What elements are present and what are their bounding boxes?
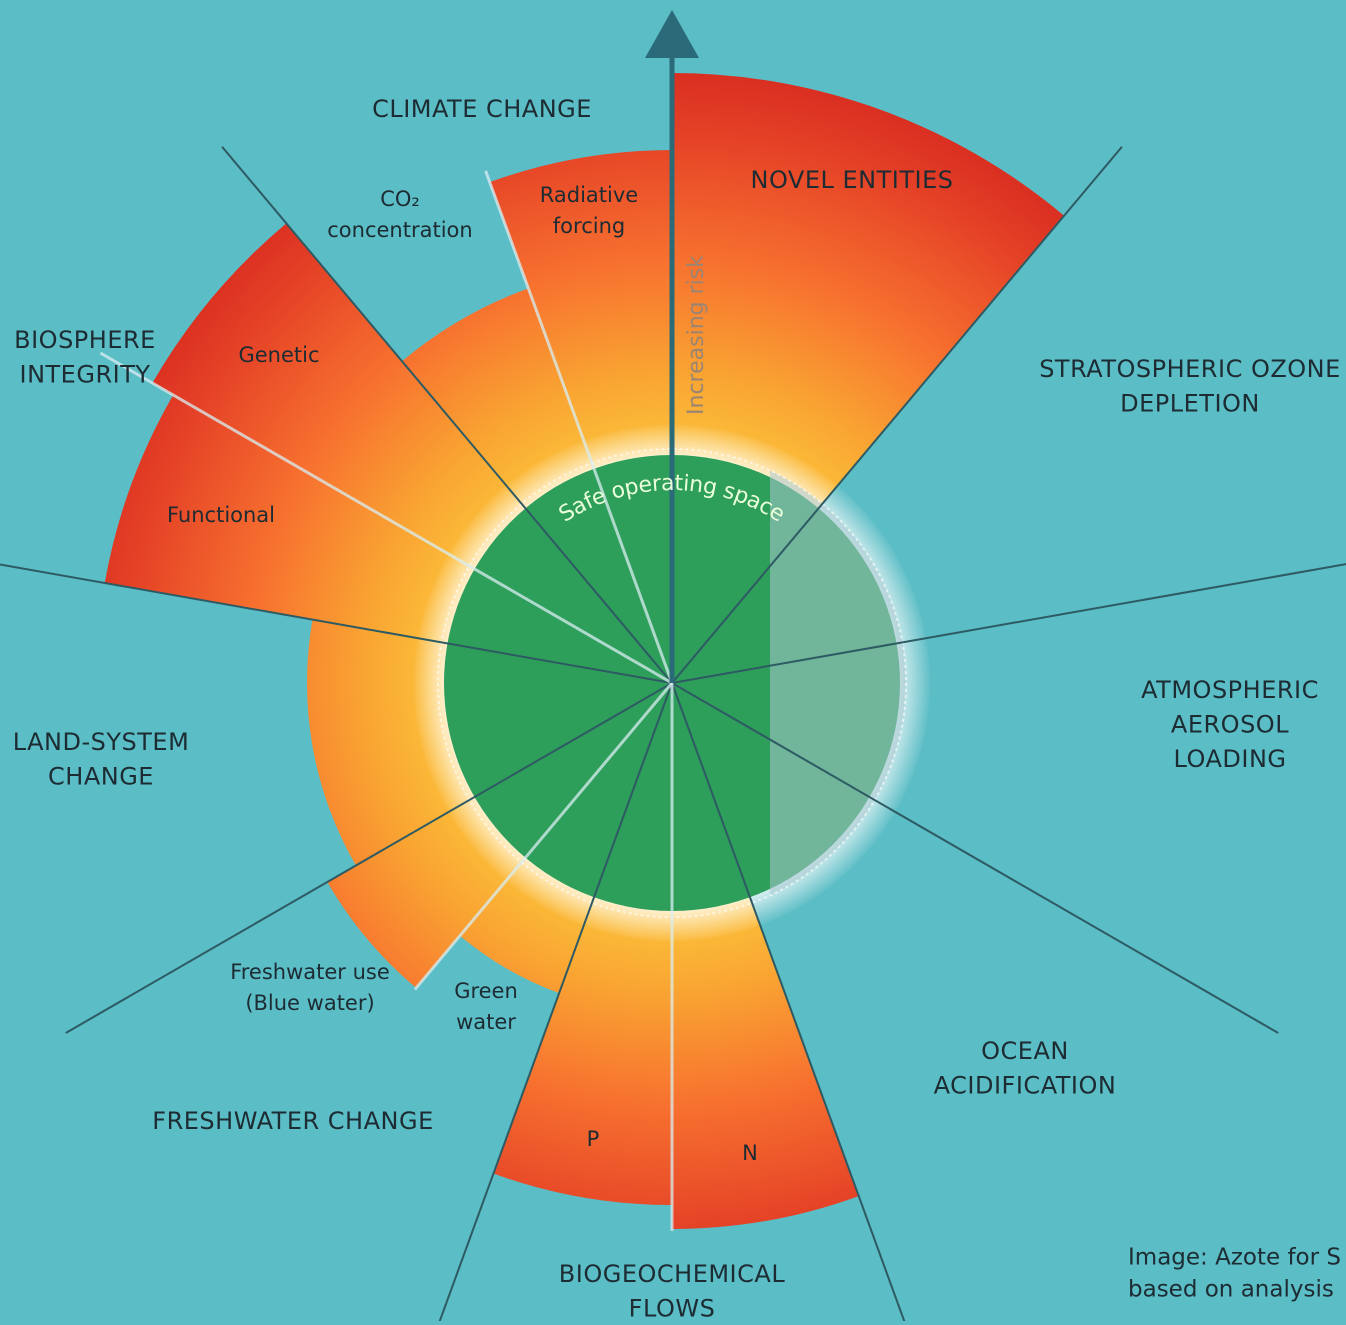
sub-label: (Blue water) bbox=[245, 991, 374, 1015]
sub-label: Radiative bbox=[540, 183, 638, 207]
boundary-label: BIOSPHERE bbox=[14, 326, 156, 354]
sector-divider bbox=[437, 682, 673, 1325]
sub-label: Genetic bbox=[238, 343, 319, 367]
sub-divider bbox=[484, 170, 674, 684]
sector-divider bbox=[0, 563, 673, 684]
sector-divider bbox=[671, 682, 907, 1325]
sub-label: Freshwater use bbox=[230, 960, 390, 984]
credit-line: Image: Azote for S bbox=[1128, 1245, 1341, 1271]
sector-divider bbox=[221, 146, 673, 684]
sub-label: water bbox=[456, 1010, 516, 1034]
labels: CLIMATE CHANGE NOVEL ENTITIES STRATOSPHERI… bbox=[13, 95, 1341, 1323]
boundary-label: CHANGE bbox=[48, 763, 154, 791]
sub-label: concentration bbox=[327, 218, 472, 242]
boundary-label: DEPLETION bbox=[1120, 390, 1260, 418]
sub-label: P bbox=[587, 1127, 600, 1151]
boundary-label: INTEGRITY bbox=[19, 361, 150, 389]
boundary-label: ATMOSPHERIC bbox=[1141, 676, 1319, 704]
sector-divider bbox=[671, 563, 1346, 684]
sub-label: Green bbox=[454, 979, 518, 1003]
sub-label: Functional bbox=[167, 503, 275, 527]
sub-label: N bbox=[742, 1141, 758, 1165]
sector-divider bbox=[671, 682, 1279, 1034]
boundary-label: AEROSOL bbox=[1171, 711, 1289, 739]
dividers bbox=[0, 146, 1346, 1325]
sector-divider bbox=[65, 682, 673, 1034]
boundary-label: FRESHWATER CHANGE bbox=[152, 1107, 433, 1135]
boundary-label: ACIDIFICATION bbox=[934, 1072, 1117, 1100]
boundary-label: FLOWS bbox=[629, 1295, 716, 1322]
sub-divider bbox=[99, 351, 673, 685]
sub-label: forcing bbox=[553, 214, 625, 238]
sub-label: CO₂ bbox=[380, 187, 420, 211]
boundary-label: NOVEL ENTITIES bbox=[751, 166, 954, 194]
sector-divider bbox=[671, 146, 1123, 684]
boundary-label: LAND-SYSTEM bbox=[13, 728, 190, 756]
boundary-label: BIOGEOCHEMICAL bbox=[559, 1260, 786, 1288]
risk-label: Increasing risk bbox=[684, 255, 709, 415]
boundary-label: CLIMATE CHANGE bbox=[372, 95, 592, 123]
arrow-head bbox=[645, 10, 699, 58]
boundary-label: OCEAN bbox=[981, 1037, 1069, 1065]
globe-edge bbox=[770, 470, 906, 896]
boundary-label: STRATOSPHERIC OZONE bbox=[1039, 355, 1341, 383]
boundary-label: LOADING bbox=[1173, 745, 1286, 773]
credit-line: based on analysis bbox=[1128, 1277, 1334, 1303]
sub-divider bbox=[413, 682, 674, 991]
